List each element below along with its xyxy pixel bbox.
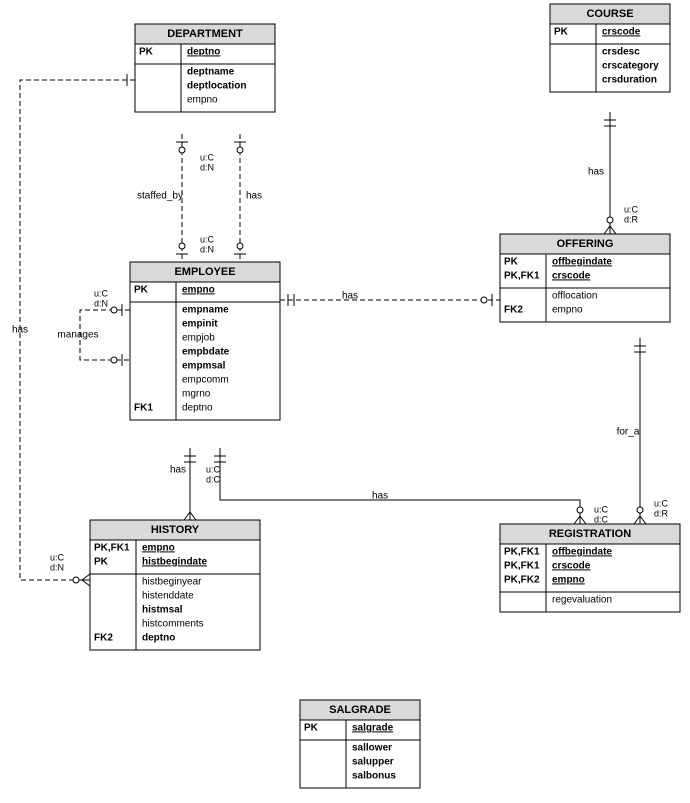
card-off-reg-for_a: u:C xyxy=(654,498,669,508)
entity-title-registration: REGISTRATION xyxy=(549,528,631,540)
er-diagram: staffed_byu:Cd:Nu:Cd:Nhasmanagesu:Cd:Nha… xyxy=(0,0,690,803)
pk-label: PK xyxy=(304,722,319,733)
attr-salupper: salupper xyxy=(352,756,394,767)
attr-empname: empname xyxy=(182,304,229,315)
edge-label-emp-off-has: has xyxy=(342,291,358,302)
card-dept-emp-staffed: d:N xyxy=(200,244,214,254)
attr-salgrade: salgrade xyxy=(352,722,394,733)
attr-histbegindate: histbegindate xyxy=(142,556,207,567)
card-emp-hist-has: u:C xyxy=(206,464,221,474)
attr-offbegindate: offbegindate xyxy=(552,256,612,267)
card-emp-self-manages: d:N xyxy=(94,298,108,308)
attr-crsdesc: crsdesc xyxy=(602,46,640,57)
card-dept-hist-has: d:N xyxy=(50,562,64,572)
edge-label-dept-hist-has: has xyxy=(12,325,28,336)
card-off-reg-for_a: d:R xyxy=(654,508,669,518)
attr-histenddate: histenddate xyxy=(142,590,194,601)
entity-course: COURSE PK crscode crsdesc crscategory crsdura… xyxy=(550,4,670,92)
attr-regevaluation: regevaluation xyxy=(552,594,612,605)
pk-label: PK xyxy=(554,26,569,37)
edge-emp-reg-has xyxy=(220,448,580,524)
attr-deptno: deptno xyxy=(182,402,213,413)
pk-label: FK2 xyxy=(94,632,113,643)
pk-label: PK xyxy=(504,256,519,267)
attr-empbdate: empbdate xyxy=(182,346,230,357)
pk-label: FK2 xyxy=(504,304,523,315)
card-course-off-has: u:C xyxy=(624,204,639,214)
attr-deptname: deptname xyxy=(187,66,235,77)
edge-label-off-reg-for_a: for_a xyxy=(617,427,640,438)
attr-crscode: crscode xyxy=(552,270,591,281)
pk-label: PK,FK2 xyxy=(504,574,540,585)
attr-histmsal: histmsal xyxy=(142,604,183,615)
entity-salgrade: SALGRADE PK salgrade sallower salupper salbon… xyxy=(300,700,420,788)
card-emp-self-manages: u:C xyxy=(94,288,109,298)
pk-label: PK xyxy=(134,284,149,295)
attr-crsduration: crsduration xyxy=(602,74,657,85)
attr-crscode: crscode xyxy=(552,560,591,571)
edge-label-emp-self-manages: manages xyxy=(57,330,98,341)
attr-empno: empno xyxy=(142,542,175,553)
pk-label: PK xyxy=(139,46,154,57)
attr-salbonus: salbonus xyxy=(352,770,396,781)
pk-label: PK,FK1 xyxy=(504,560,540,571)
attr-sallower: sallower xyxy=(352,742,392,753)
card-dept-hist-has: u:C xyxy=(50,552,65,562)
attr-histcomments: histcomments xyxy=(142,618,204,629)
entity-title-offering: OFFERING xyxy=(557,238,614,250)
card-dept-emp-staffed: u:C xyxy=(200,234,215,244)
edge-label-emp-reg-has: has xyxy=(372,491,388,502)
edge-label-emp-hist-has: has xyxy=(170,465,186,476)
edge-label-dept-emp-has: has xyxy=(246,191,262,202)
entity-registration: REGISTRATION PK,FK1 offbegindate PK,FK1 crsc… xyxy=(500,524,680,612)
attr-empno: empno xyxy=(552,304,583,315)
entity-department: DEPARTMENT PK deptno deptname deptlocation em… xyxy=(135,24,275,112)
pk-label: PK,FK1 xyxy=(94,542,130,553)
edge-label-course-off-has: has xyxy=(588,167,604,178)
card-dept-emp-staffed: d:N xyxy=(200,162,214,172)
attr-mgrno: mgrno xyxy=(182,388,211,399)
attr-empinit: empinit xyxy=(182,318,218,329)
attr-deptno: deptno xyxy=(187,46,220,57)
entity-title-department: DEPARTMENT xyxy=(167,28,243,40)
attr-empno: empno xyxy=(187,94,218,105)
entity-title-history: HISTORY xyxy=(151,524,200,536)
entity-offering: OFFERING PK offbegindate PK,FK1 crscode offlo… xyxy=(500,234,670,322)
attr-deptno: deptno xyxy=(142,632,175,643)
pk-label: FK1 xyxy=(134,402,153,413)
attr-offlocation: offlocation xyxy=(552,290,597,301)
card-course-off-has: d:R xyxy=(624,214,639,224)
card-emp-reg-has: u:C xyxy=(594,504,609,514)
attr-histbeginyear: histbeginyear xyxy=(142,576,202,587)
edge-label-dept-emp-staffed: staffed_by xyxy=(137,191,183,202)
card-emp-reg-has: d:C xyxy=(594,514,609,524)
pk-label: PK xyxy=(94,556,109,567)
attr-empcomm: empcomm xyxy=(182,374,229,385)
entity-employee: EMPLOYEE PK empno empname empinit empjob empbd… xyxy=(130,262,280,420)
card-emp-hist-has: d:C xyxy=(206,474,221,484)
attr-crscategory: crscategory xyxy=(602,60,659,71)
entity-title-salgrade: SALGRADE xyxy=(329,704,391,716)
attr-empno: empno xyxy=(552,574,585,585)
card-dept-emp-staffed: u:C xyxy=(200,152,215,162)
entity-title-course: COURSE xyxy=(586,8,633,20)
entity-title-employee: EMPLOYEE xyxy=(174,266,235,278)
entity-history: HISTORY PK,FK1 empno PK histbegindate histbeg… xyxy=(90,520,260,650)
attr-empjob: empjob xyxy=(182,332,215,343)
attr-empmsal: empmsal xyxy=(182,360,226,371)
pk-label: PK,FK1 xyxy=(504,546,540,557)
pk-label: PK,FK1 xyxy=(504,270,540,281)
attr-empno: empno xyxy=(182,284,215,295)
attr-offbegindate: offbegindate xyxy=(552,546,612,557)
attr-crscode: crscode xyxy=(602,26,641,37)
attr-deptlocation: deptlocation xyxy=(187,80,246,91)
